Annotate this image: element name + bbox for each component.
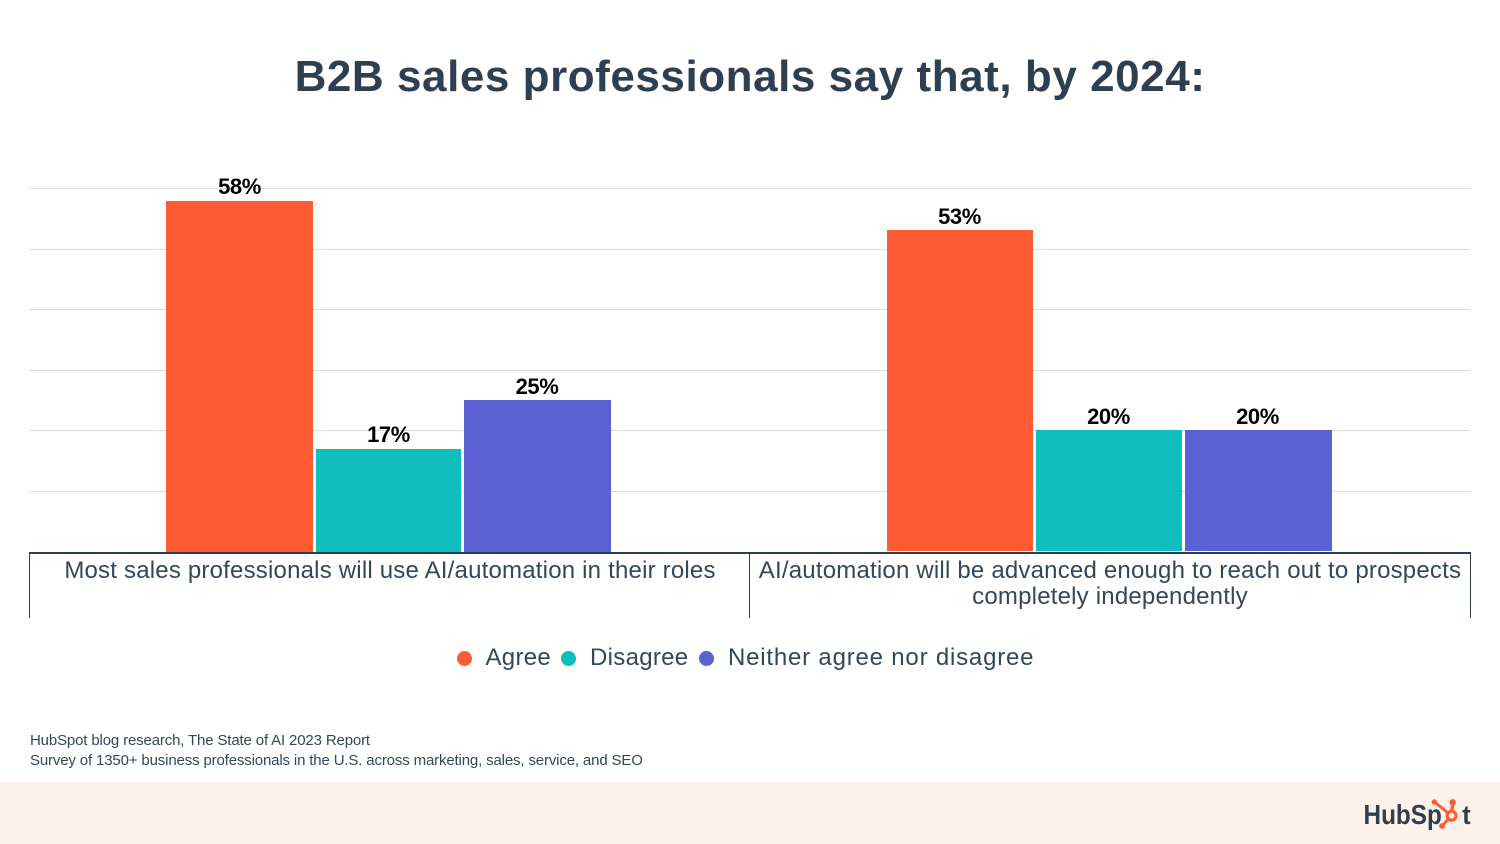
svg-text:t: t [1462,802,1471,831]
svg-text:HubSp: HubSp [1364,799,1442,831]
